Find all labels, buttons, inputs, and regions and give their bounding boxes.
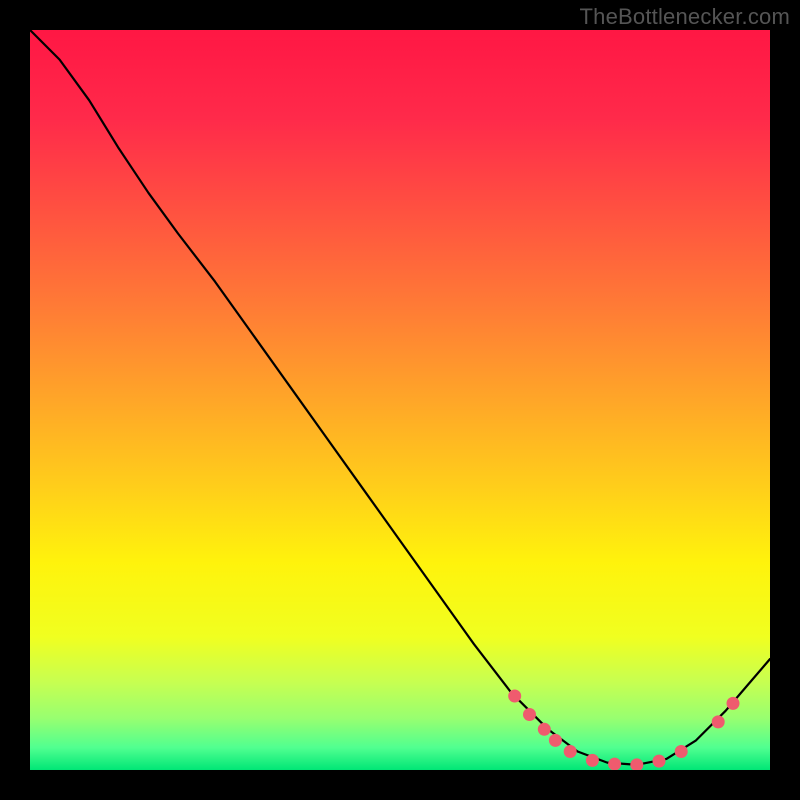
marker-dot	[508, 690, 521, 703]
marker-dot	[712, 715, 725, 728]
watermark-text: TheBottlenecker.com	[580, 4, 790, 30]
marker-dot	[675, 745, 688, 758]
marker-dot	[564, 745, 577, 758]
marker-dot	[727, 697, 740, 710]
chart-container: TheBottlenecker.com	[0, 0, 800, 800]
marker-dot	[653, 755, 666, 768]
marker-dot	[608, 758, 621, 770]
marker-dot	[549, 734, 562, 747]
marker-dot	[523, 708, 536, 721]
gradient-background	[30, 30, 770, 770]
marker-dot	[538, 723, 551, 736]
marker-dot	[586, 754, 599, 767]
bottleneck-chart	[30, 30, 770, 770]
